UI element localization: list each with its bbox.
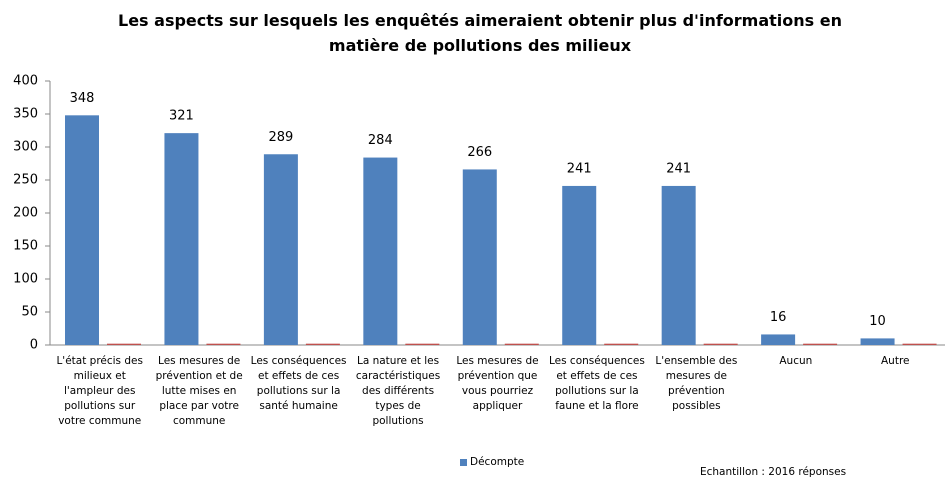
bar (604, 343, 639, 345)
data-label: 10 (869, 314, 886, 329)
bar (164, 133, 199, 345)
chart-title: Les aspects sur lesquels les enquêtés ai… (118, 11, 842, 55)
bar (263, 154, 298, 345)
y-tick-label: 400 (13, 74, 38, 89)
bar (562, 185, 597, 345)
x-tick-label: Les conséquences et effets de ces pollut… (549, 355, 645, 412)
y-tick-label: 150 (13, 239, 38, 254)
y-tick-label: 350 (13, 107, 38, 122)
x-tick-label: L'ensemble des mesures de prévention pos… (655, 355, 738, 412)
bar (107, 343, 141, 345)
y-tick-label: 250 (13, 173, 38, 188)
annotation: Echantillon : 2016 réponses (700, 466, 847, 478)
bar (363, 157, 398, 345)
data-label: 241 (567, 161, 592, 176)
legend-label: Décompte (470, 456, 525, 468)
x-tick-label: Aucun (779, 355, 813, 367)
bar (803, 343, 838, 345)
bar (761, 334, 796, 345)
data-label: 348 (70, 91, 95, 106)
bar (405, 343, 440, 345)
bar (860, 338, 895, 345)
bar (206, 343, 241, 345)
data-label: 241 (666, 161, 691, 176)
data-label: 266 (467, 145, 492, 160)
data-label: 321 (169, 109, 194, 124)
x-tick-label: Les conséquences et effets de ces pollut… (250, 355, 347, 412)
y-tick-label: 200 (13, 206, 38, 221)
bar (65, 115, 99, 345)
y-tick-label: 50 (21, 305, 38, 320)
legend: Décompte (460, 456, 524, 468)
bar (305, 343, 340, 345)
x-tick-label: La nature et les caractéristiques des di… (355, 355, 441, 427)
data-label: 16 (770, 310, 787, 325)
x-tick-label: Les mesures de prévention que vous pourr… (456, 355, 539, 412)
data-label: 289 (268, 130, 293, 145)
bar (462, 169, 497, 345)
y-tick-label: 300 (13, 140, 38, 155)
x-tick-label: Autre (881, 355, 910, 367)
x-tick-label: Les mesures de prévention et de lutte mi… (155, 355, 243, 427)
x-tick-label: L'état précis des milieux et l'ampleur d… (56, 355, 143, 427)
bar (504, 343, 539, 345)
legend-swatch (460, 458, 467, 466)
y-tick-label: 0 (30, 338, 38, 353)
bar (703, 343, 738, 345)
data-label: 284 (368, 133, 393, 148)
y-tick-label: 100 (13, 272, 38, 287)
bar (661, 185, 696, 345)
bar (902, 343, 937, 345)
